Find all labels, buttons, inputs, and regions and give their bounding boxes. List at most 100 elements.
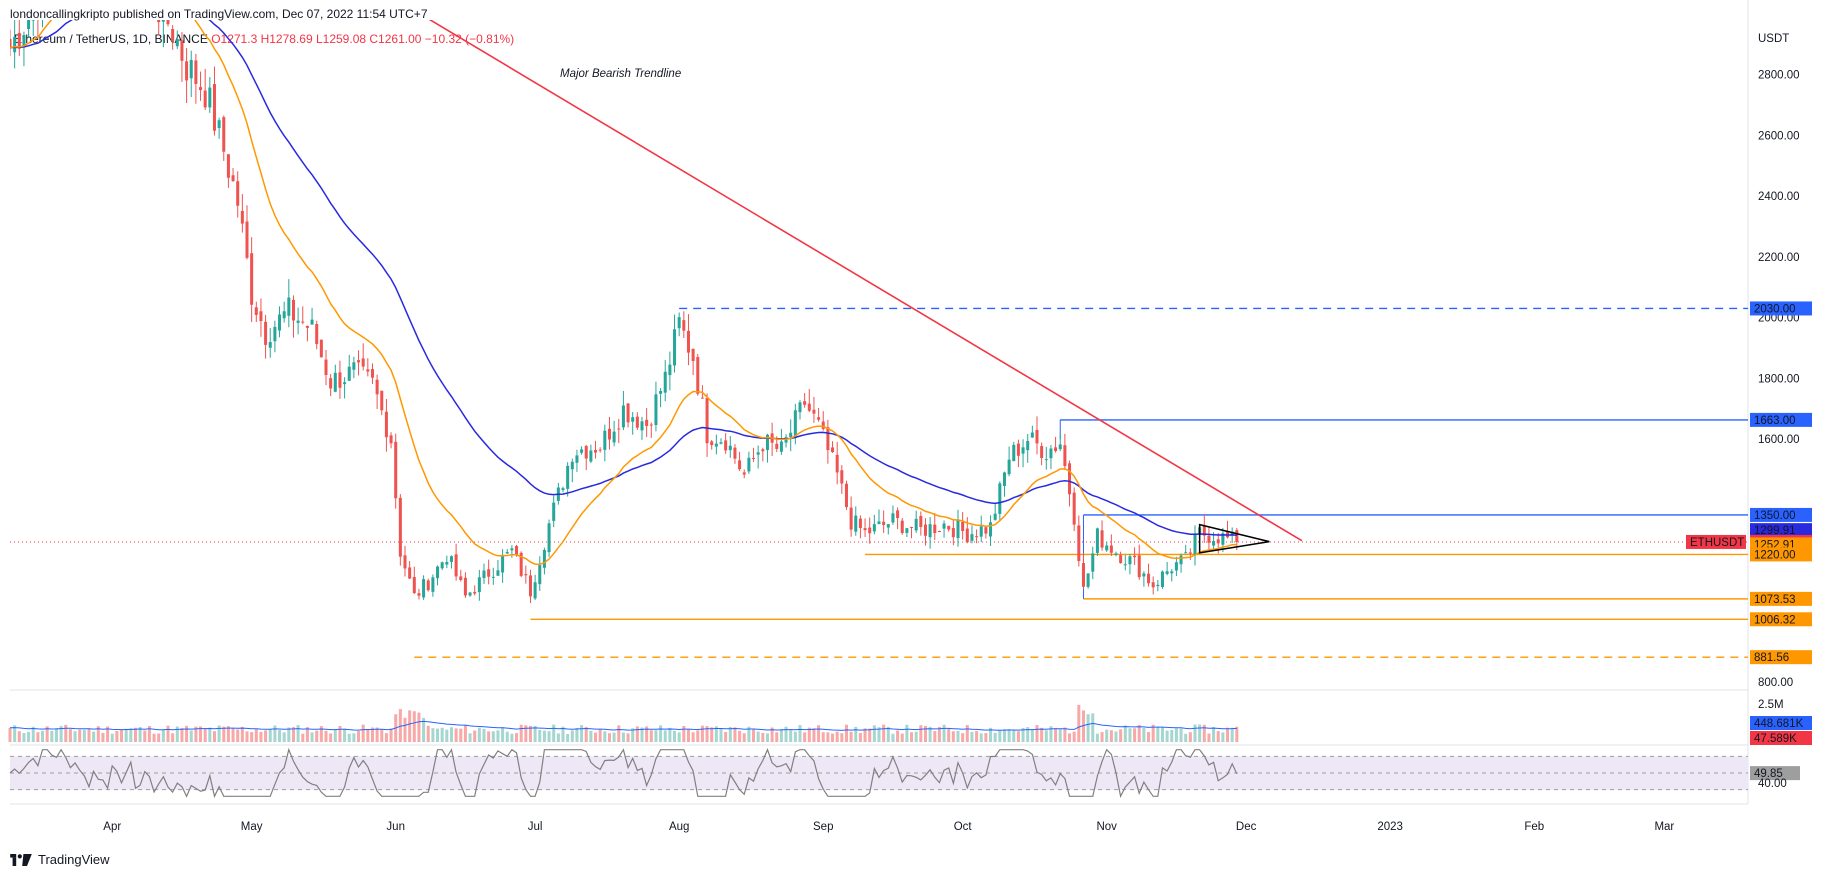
volume-bar <box>315 730 319 742</box>
volume-bar <box>87 728 91 742</box>
volume-bar <box>501 727 505 742</box>
volume-bar <box>491 731 495 742</box>
candle-body <box>347 366 351 381</box>
price-tag-bg <box>1750 412 1812 427</box>
volume-bar <box>426 725 430 742</box>
volume-bar <box>1170 729 1174 742</box>
volume-bar <box>910 732 914 742</box>
volume-axis-label: 2.5M <box>1758 699 1784 711</box>
volume-bar <box>1002 729 1006 742</box>
candle-body <box>733 447 737 459</box>
candle-body <box>1123 564 1127 566</box>
candle-body <box>1174 562 1178 571</box>
candle-body <box>1007 459 1011 475</box>
candle-body <box>171 29 175 42</box>
candle-body <box>677 317 681 329</box>
candle-body <box>635 416 639 428</box>
volume-bar <box>784 726 788 742</box>
candle-body <box>1077 525 1081 562</box>
candle-body <box>919 515 923 527</box>
candle-body <box>793 410 797 437</box>
candle-body <box>491 576 495 578</box>
price-level-tag: 1220.00 <box>1750 547 1812 562</box>
candle-body <box>542 549 546 568</box>
volume-bar <box>1193 724 1197 742</box>
volume-bar <box>31 726 35 742</box>
candle-body <box>728 445 732 451</box>
candle-body <box>370 369 374 378</box>
volume-bar <box>278 730 282 742</box>
candle-body <box>366 369 370 372</box>
candle-body <box>812 409 816 414</box>
volume-bar <box>719 728 723 742</box>
volume-bar <box>566 733 570 742</box>
volume-bar <box>319 726 323 742</box>
symbol-legend[interactable]: Ethereum / TetherUS, 1D, BINANCE O1271.3… <box>14 32 514 46</box>
candle-body <box>1063 445 1067 467</box>
volume-bar <box>589 730 593 742</box>
candle-body <box>496 570 500 576</box>
volume-bar <box>891 733 895 742</box>
volume-bar <box>133 727 137 742</box>
candle-body <box>412 577 416 594</box>
candle-body <box>1184 552 1188 554</box>
candle-body <box>394 441 398 499</box>
candle-body <box>194 60 198 84</box>
volume-bar <box>329 733 333 742</box>
volume-bar <box>951 731 955 742</box>
volume-bar <box>147 725 151 742</box>
candle-body <box>533 582 537 599</box>
candle-body <box>203 90 207 108</box>
volume-bar <box>1198 724 1202 742</box>
volume-bar <box>477 727 481 742</box>
volume-bar <box>975 731 979 742</box>
volume-bar <box>747 726 751 742</box>
candle-body <box>803 401 807 405</box>
volume-bar <box>607 733 611 742</box>
volume-bar <box>384 733 388 742</box>
candle-body <box>482 570 486 579</box>
volume-bar <box>440 727 444 742</box>
candle-body <box>1202 525 1206 536</box>
price-tag-label: 2030.00 <box>1754 303 1796 315</box>
price-tag-bg <box>1750 507 1812 522</box>
candle-body <box>914 518 918 531</box>
volume-layer <box>8 704 1239 742</box>
candle-body <box>1137 555 1141 578</box>
volume-bar <box>937 726 941 742</box>
volume-bar <box>1091 713 1095 742</box>
volume-bar <box>357 731 361 742</box>
candle-body <box>1026 441 1030 451</box>
tradingview-watermark: TradingView <box>10 852 110 867</box>
candle-body <box>212 84 216 131</box>
candle-body <box>789 432 793 438</box>
candle-body <box>742 472 746 475</box>
candle-body <box>649 424 653 426</box>
candle-body <box>1230 531 1234 536</box>
volume-bar <box>761 732 765 742</box>
volume-bar <box>185 725 189 742</box>
candle-body <box>259 311 263 322</box>
volume-bar <box>905 724 909 742</box>
volume-bar <box>1077 704 1081 742</box>
volume-bar <box>524 725 528 742</box>
candle-body <box>384 411 388 438</box>
volume-bar <box>686 729 690 742</box>
volume-bar <box>1035 725 1039 742</box>
volume-bar <box>268 729 272 742</box>
volume-bar <box>575 727 579 742</box>
candle-body <box>714 443 718 447</box>
volume-bar <box>965 725 969 742</box>
volume-bar <box>561 726 565 742</box>
volume-bar <box>659 725 663 742</box>
volume-bar <box>961 733 965 742</box>
volume-bar <box>603 731 607 742</box>
candle-body <box>1133 555 1137 558</box>
tradingview-logo-icon <box>10 853 32 866</box>
volume-bar <box>1142 727 1146 742</box>
volume-bar <box>138 726 142 742</box>
volume-bar <box>542 730 546 742</box>
volume-bar <box>8 727 12 742</box>
candle-body <box>631 417 635 422</box>
